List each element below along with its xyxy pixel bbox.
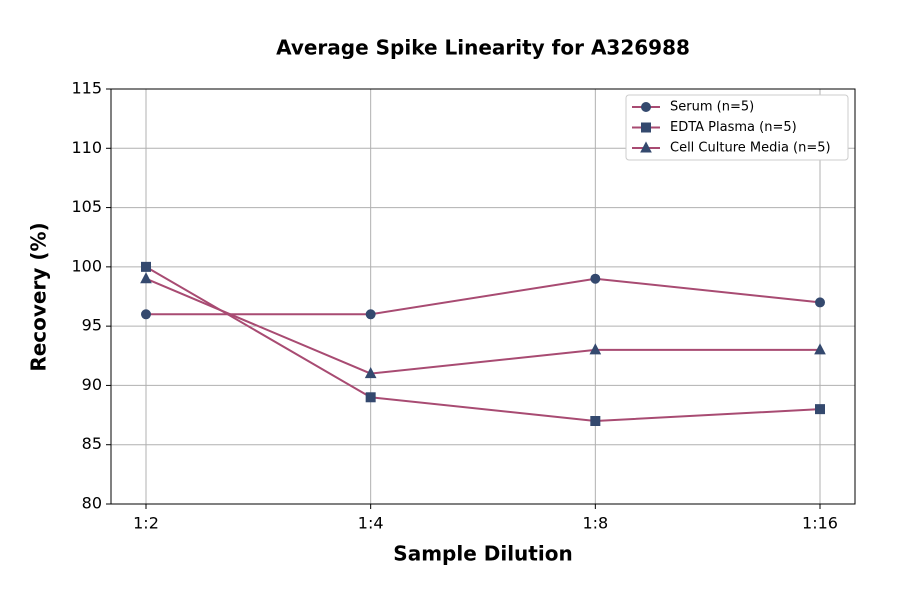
data-point xyxy=(141,309,151,320)
legend-box xyxy=(625,94,849,161)
data-point xyxy=(590,273,601,284)
data-point xyxy=(590,416,601,426)
x-axis-label: Sample Dilution xyxy=(393,542,572,566)
legend-label: Cell Culture Media (n=5) xyxy=(670,141,831,156)
series-line xyxy=(146,277,821,316)
y-tick-label: 90 xyxy=(82,375,102,394)
y-axis-label: Recovery (%) xyxy=(27,222,51,371)
series-line xyxy=(145,277,820,375)
y-tick-label: 115 xyxy=(71,79,102,98)
y-tick-label: 105 xyxy=(71,197,102,216)
data-point xyxy=(365,309,376,320)
legend-label: Serum (n=5) xyxy=(670,100,754,115)
data-point xyxy=(141,261,151,272)
x-tick-label: 1:2 xyxy=(133,514,159,533)
x-tick-label: 1:16 xyxy=(802,514,838,533)
data-point xyxy=(815,297,825,308)
legend-label: EDTA Plasma (n=5) xyxy=(670,120,797,135)
data-point xyxy=(815,404,825,415)
y-tick-label: 85 xyxy=(82,434,102,453)
data-point xyxy=(365,392,376,403)
legend-marker xyxy=(640,141,652,153)
x-tick-label: 1:8 xyxy=(582,514,608,533)
y-tick-label: 110 xyxy=(71,138,102,157)
y-tick-label: 95 xyxy=(82,316,102,335)
x-tick-label: 1:4 xyxy=(358,514,384,533)
plot-frame xyxy=(110,88,856,505)
data-point xyxy=(364,366,377,379)
legend-marker xyxy=(641,102,651,112)
y-tick-label: 80 xyxy=(82,494,102,513)
chart-title: Average Spike Linearity for A326988 xyxy=(276,36,690,60)
data-point xyxy=(140,272,152,284)
series-line xyxy=(145,265,821,423)
data-point xyxy=(589,343,602,355)
data-point xyxy=(814,343,826,355)
y-tick-label: 100 xyxy=(71,256,102,275)
legend-marker xyxy=(641,122,651,133)
